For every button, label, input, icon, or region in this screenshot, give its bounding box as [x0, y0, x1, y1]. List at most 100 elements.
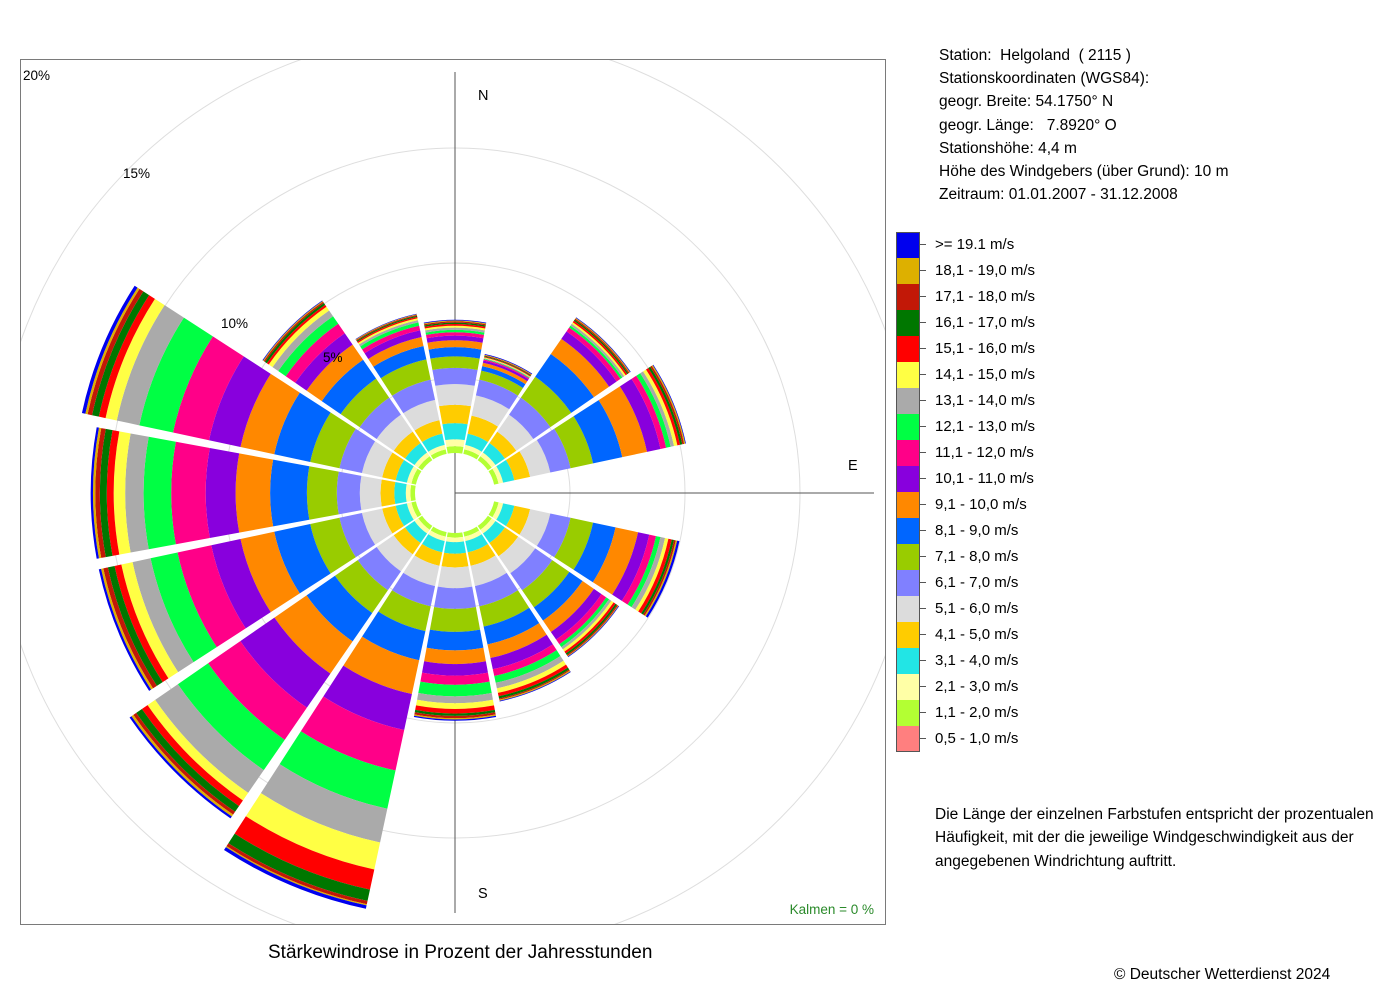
rose-segment-w-5 [380, 479, 396, 507]
legend-tick [920, 270, 926, 271]
rose-segment-sse-2 [463, 526, 480, 537]
rose-segment-ene-18 [650, 365, 685, 445]
rose-segment-s-15 [416, 699, 494, 709]
rose-segment-sse-14 [495, 655, 564, 689]
rose-segment-w-17 [99, 428, 113, 558]
station-name: Station: Helgoland ( 2115 ) [939, 47, 1131, 64]
legend-item: 1,1 - 2,0 m/s [896, 700, 1116, 726]
rose-segment-wnw-20 [81, 285, 138, 414]
rose-segment-ssw-4 [422, 534, 445, 553]
rose-segment-nnw-14 [358, 320, 419, 347]
legend-tick [920, 296, 926, 297]
rose-segment-ssw-16 [234, 816, 375, 890]
rose-segment-wsw-4 [395, 503, 414, 526]
legend-label: 14,1 - 15,0 m/s [935, 366, 1036, 383]
legend-swatch [896, 648, 920, 674]
rose-segment-se-6 [498, 536, 536, 574]
rose-segment-s-11 [422, 661, 488, 676]
rose-segment-s-14 [417, 692, 493, 704]
rose-segment-ene-17 [648, 366, 683, 445]
rose-segment-wnw-14 [116, 305, 184, 426]
rose-segment-sw-9 [306, 575, 373, 642]
rose-segment-ne-4 [482, 443, 505, 466]
explanation-line: angegebenen Windrichtung auftritt. [935, 852, 1177, 870]
legend-tick [920, 478, 926, 479]
rose-segment-n-2 [446, 446, 464, 454]
rose-segment-nw-11 [295, 333, 353, 391]
legend-label: 5,1 - 6,0 m/s [935, 600, 1019, 617]
legend-tick [920, 322, 926, 323]
rose-segment-ne-8 [520, 376, 572, 428]
rose-segment-s-10 [424, 647, 486, 665]
rose-segment-nne-11 [482, 360, 529, 382]
legend-item: 14,1 - 15,0 m/s [896, 362, 1116, 388]
legend-item: 3,1 - 4,0 m/s [896, 648, 1116, 674]
rose-segment-nw-3 [414, 452, 430, 468]
rose-segment-ne-14 [570, 323, 625, 378]
chart-title: Stärkewindrose in Prozent der Jahresstun… [268, 942, 653, 963]
rose-segment-ese-13 [627, 536, 661, 608]
wind-rose-plot: 5% 10% 15% 20% N E S Kalmen = 0 % [20, 59, 886, 925]
rose-segment-ne-2 [477, 456, 492, 471]
rose-segment-sse-8 [479, 590, 530, 627]
rose-segment-wnw-8 [310, 412, 356, 469]
rose-segment-ese-2 [488, 501, 499, 518]
rose-segment-nnw-9 [373, 345, 427, 379]
rose-segment-ssw-12 [300, 696, 405, 771]
rose-segment-n-16 [424, 323, 486, 329]
legend-label: 15,1 - 16,0 m/s [935, 340, 1036, 357]
rose-segment-ese-4 [496, 503, 515, 526]
rose-segment-n-3 [445, 439, 465, 447]
rose-segment-w-19 [93, 427, 102, 559]
rose-segment-ene-8 [554, 416, 594, 469]
rose-segment-wnw-15 [105, 298, 165, 421]
rose-segment-nw-12 [285, 323, 345, 383]
rose-segment-se-16 [564, 602, 616, 654]
rose-segment-wnw-5 [382, 452, 405, 481]
rose-segment-wsw-10 [240, 531, 300, 613]
legend-item: 7,1 - 8,0 m/s [896, 544, 1116, 570]
rose-segment-ese-17 [641, 539, 675, 615]
rose-segment-sw-2 [418, 515, 433, 530]
rose-segment-ese-15 [635, 538, 669, 612]
rose-segment-s-18 [414, 712, 496, 719]
rose-segment-s-13 [418, 681, 492, 697]
rose-segment-ese-8 [554, 517, 594, 570]
rose-segment-ssw-5 [414, 543, 443, 566]
rose-segment-s-7 [434, 586, 476, 609]
rose-segment-w-13 [143, 436, 176, 550]
rose-segment-ene-13 [636, 373, 671, 448]
rose-segment-ssw-20 [224, 847, 367, 909]
coords-heading: Stationskoordinaten (WGS84): [939, 70, 1150, 88]
rose-segment-n-17 [424, 322, 486, 327]
legend-swatch [896, 700, 920, 726]
rose-segment-ssw-10 [343, 636, 420, 695]
legend-swatch [896, 362, 920, 388]
rose-segment-nw-9 [321, 359, 377, 415]
rose-segment-wnw-16 [98, 295, 155, 419]
legend-swatch [896, 232, 920, 258]
rose-segment-ese-18 [643, 539, 676, 616]
legend-swatch [896, 674, 920, 700]
rose-segment-wsw-5 [382, 505, 405, 534]
rose-segment-sse-17 [498, 667, 570, 699]
rose-segment-sse-6 [470, 555, 507, 587]
rose-segment-sw-10 [274, 595, 353, 674]
rose-segment-sse-10 [487, 623, 547, 659]
rose-segment-wnw-7 [339, 428, 376, 474]
legend-swatch [896, 284, 920, 310]
rose-segment-sse-13 [494, 650, 561, 683]
rose-segment-ne-6 [497, 414, 534, 451]
legend-item: 11,1 - 12,0 m/s [896, 440, 1116, 466]
rose-segment-ne-7 [509, 397, 551, 439]
rose-segment-nnw-2 [430, 449, 447, 460]
legend-label: 18,1 - 19,0 m/s [935, 262, 1036, 279]
rose-segment-wnw-17 [92, 291, 150, 417]
legend-swatch [896, 544, 920, 570]
rose-segment-ene-5 [505, 451, 531, 481]
legend-tick [920, 400, 926, 401]
rose-segment-s-3 [446, 536, 464, 543]
rose-segment-wsw-13 [150, 552, 217, 663]
legend-tick [920, 530, 926, 531]
rose-segment-s-16 [415, 705, 495, 714]
